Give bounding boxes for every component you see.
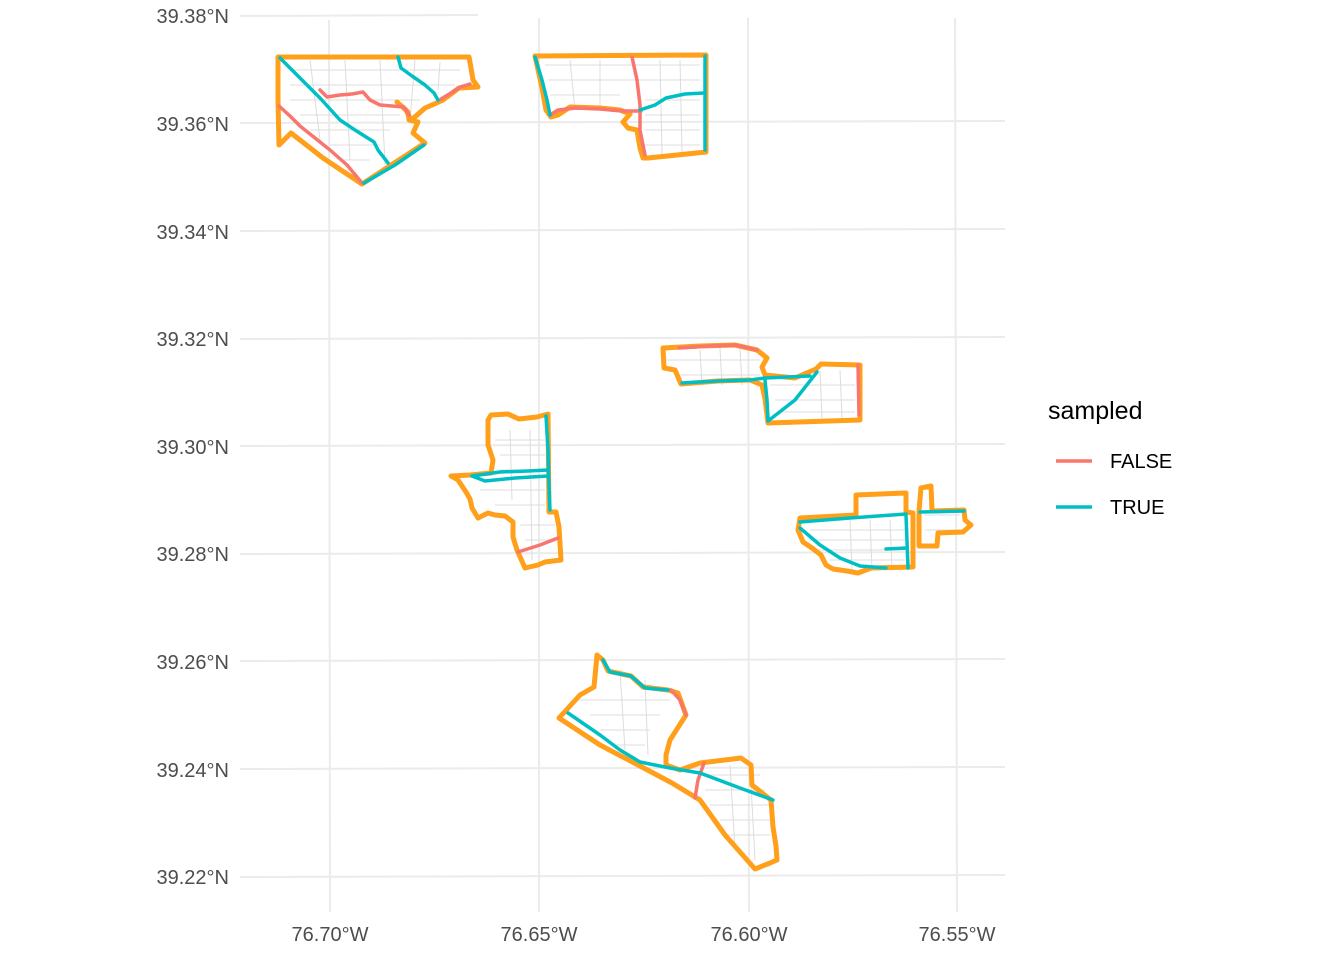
segment-true (680, 374, 812, 385)
segment-true (798, 526, 888, 570)
y-tick-label: 39.24°N (157, 760, 230, 782)
y-tick-label: 39.32°N (157, 329, 230, 351)
segment-false (693, 761, 706, 800)
area-boundary-south (556, 652, 780, 872)
legend: sampled FALSE TRUE (1048, 397, 1172, 519)
segment-true (884, 546, 909, 551)
segment-false (630, 55, 647, 157)
x-tick-label: 76.55°W (919, 924, 996, 946)
segments-false (277, 55, 861, 800)
segment-true (470, 474, 550, 483)
segment-true (798, 512, 908, 524)
area-boundary-east (795, 483, 974, 576)
segment-true (544, 414, 552, 512)
street-network (290, 59, 960, 861)
segment-false (548, 106, 643, 117)
segment-false (677, 343, 759, 352)
segment-true (601, 658, 670, 692)
x-tick-label: 76.65°W (501, 924, 578, 946)
gridlines (239, 14, 1006, 913)
segment-true (362, 143, 426, 185)
x-tick-label: 76.70°W (292, 924, 369, 946)
legend-label-true: TRUE (1110, 497, 1164, 519)
y-tick-label: 39.22°N (157, 867, 230, 889)
segment-false (439, 82, 472, 101)
segment-true (918, 509, 966, 514)
segment-true (763, 378, 770, 422)
y-tick-label: 39.30°N (157, 437, 230, 459)
segment-true (638, 91, 706, 112)
legend-title: sampled (1048, 397, 1143, 425)
y-axis-labels: 39.38°N 39.36°N 39.34°N 39.32°N 39.30°N … (157, 6, 230, 889)
area-boundary-northwest (275, 54, 481, 187)
segment-true (470, 468, 550, 478)
segment-false (277, 104, 364, 185)
y-tick-label: 39.26°N (157, 652, 230, 674)
segment-false (856, 363, 861, 417)
segment-true (278, 56, 390, 165)
segment-true (566, 711, 775, 802)
segments-true (278, 54, 966, 802)
y-tick-label: 39.34°N (157, 222, 230, 244)
segment-false (318, 88, 411, 117)
segment-true (396, 55, 440, 102)
y-tick-label: 39.28°N (157, 544, 230, 566)
legend-label-false: FALSE (1110, 451, 1172, 473)
x-axis-labels: 76.70°W 76.65°W 76.60°W 76.55°W (292, 924, 996, 946)
segment-false (516, 536, 560, 554)
segment-false (669, 688, 688, 717)
y-tick-label: 39.38°N (157, 6, 230, 28)
x-tick-label: 76.60°W (711, 924, 788, 946)
segment-true (533, 55, 552, 117)
segment-true (904, 513, 910, 570)
segment-true (766, 370, 819, 423)
y-tick-label: 39.36°N (157, 114, 230, 136)
